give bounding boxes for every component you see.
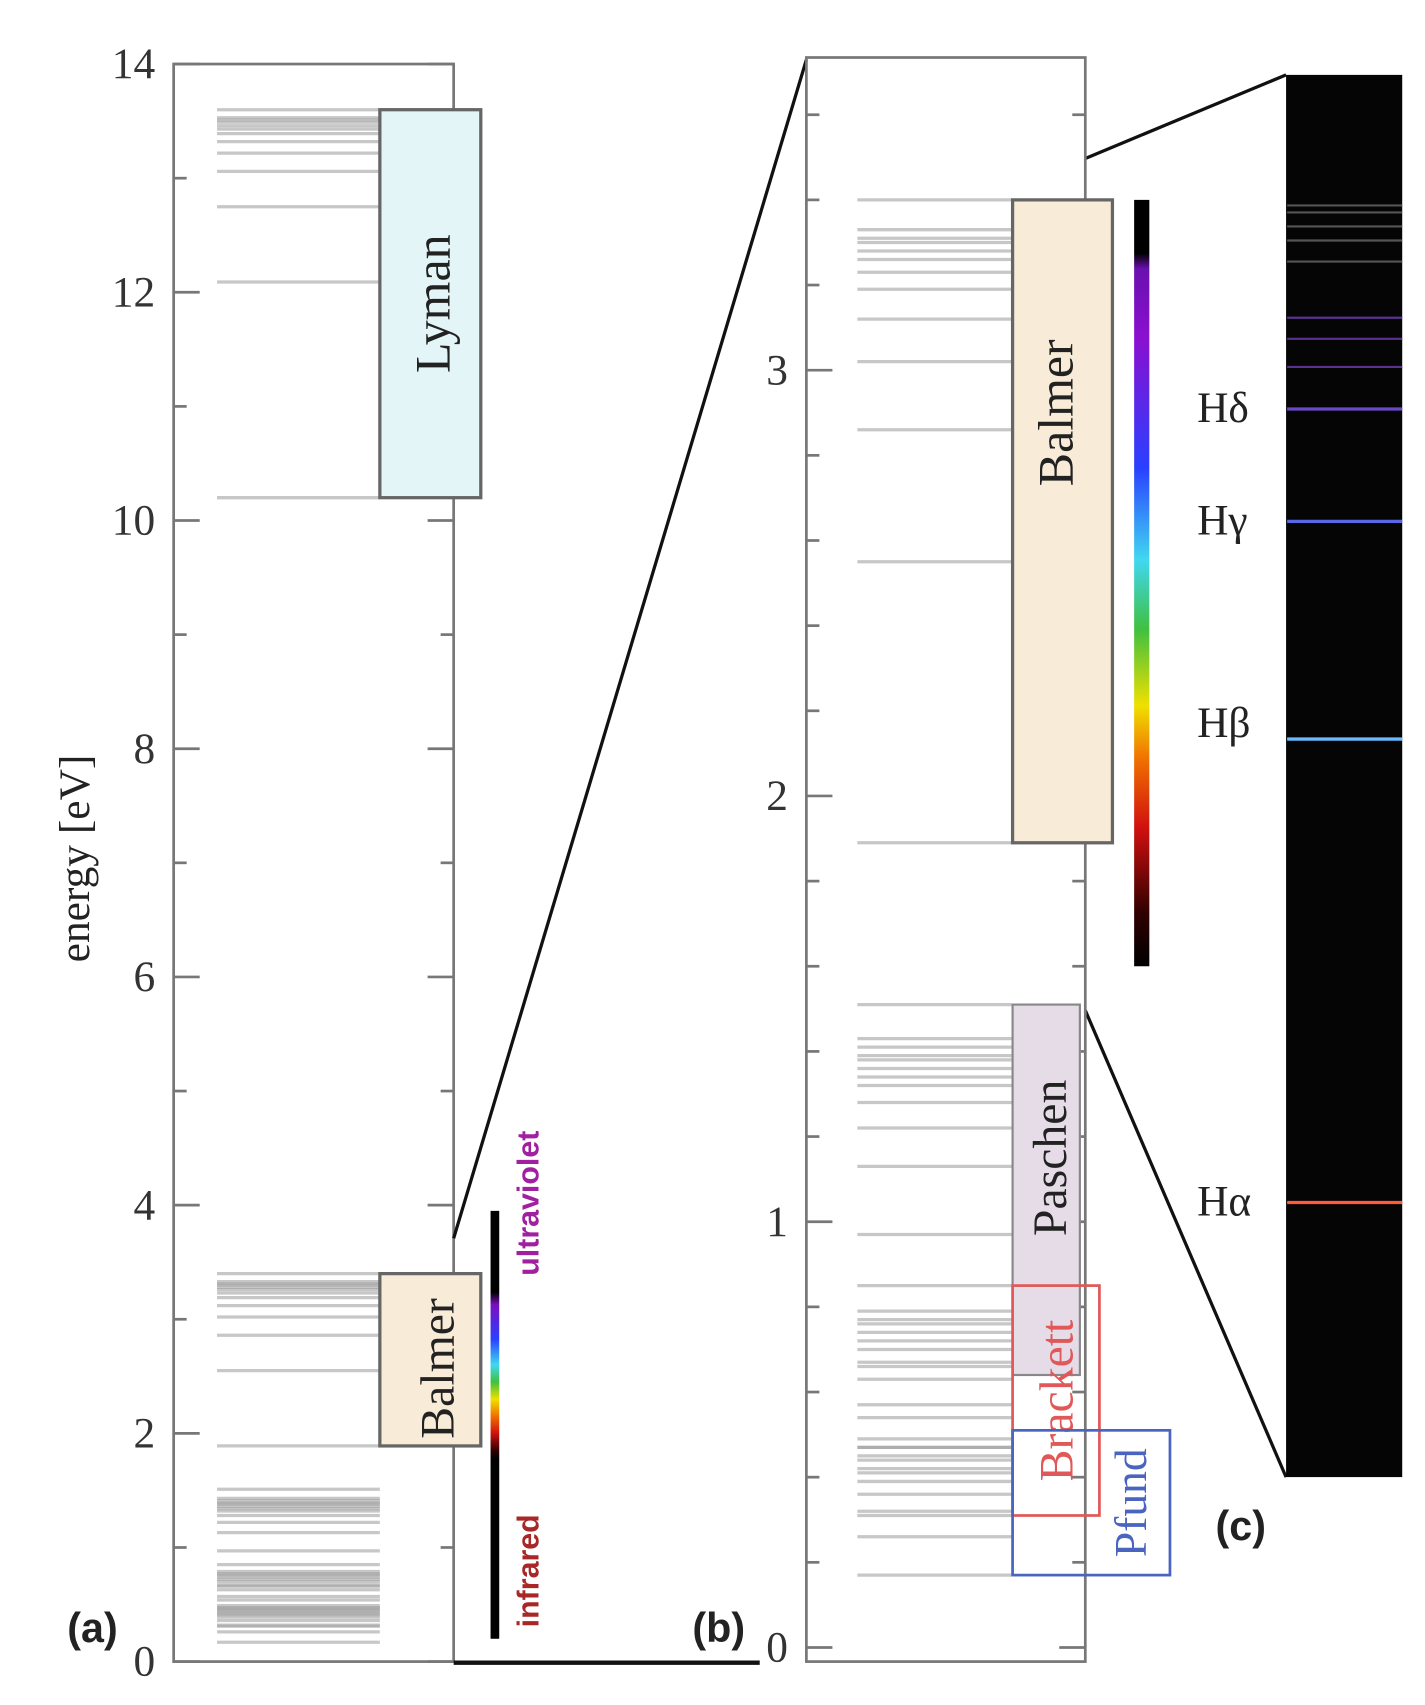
emission-line-label: Hδ: [1197, 384, 1249, 432]
zoom-connectors: [452, 59, 1288, 1665]
panel-c: Hα Hβ Hγ Hδ (c): [1197, 74, 1403, 1549]
y-tick-label: 2: [766, 772, 788, 820]
panel-c-label: (c): [1216, 1503, 1266, 1549]
emission-line-label: Hγ: [1197, 496, 1248, 544]
infrared-label: infrared: [511, 1514, 545, 1627]
lyman-label-a: Lyman: [405, 234, 460, 373]
y-tick-label: 3: [766, 346, 788, 394]
panel-a-energy-levels: [217, 108, 380, 1644]
y-tick-label: 2: [133, 1409, 155, 1457]
ultraviolet-label: ultraviolet: [511, 1131, 545, 1276]
y-tick-label: 6: [133, 953, 155, 1001]
panel-b-axes-frame: [805, 56, 1087, 1663]
zoom-line-a-b-top: [452, 59, 808, 1239]
emission-line-label: Hα: [1197, 1178, 1251, 1226]
zoom-line-b-c-top: [1084, 73, 1287, 160]
emission-lines: [1287, 204, 1403, 1207]
panel-b-ticks: 0 1 2 3: [766, 113, 1086, 1672]
visible-spectrum-bar-a: [490, 1210, 500, 1639]
visible-spectrum-bar-b: [1134, 199, 1150, 967]
panel-a: 0 2 4 6 8 10 12 14 energy [eV] Lyman Balmer ult…: [51, 40, 545, 1686]
balmer-box-b: [1010, 198, 1115, 845]
y-tick-label: 10: [112, 497, 155, 545]
panel-a-label: (a): [67, 1605, 117, 1651]
y-tick-label: 4: [133, 1181, 155, 1229]
panel-a-ylabel: energy [eV]: [51, 755, 99, 963]
y-tick-label: 8: [133, 725, 155, 773]
zoom-line-b-c-bottom: [1083, 1009, 1288, 1478]
y-tick-label: 14: [112, 40, 156, 88]
y-tick-label: 12: [112, 268, 155, 316]
panel-a-ticks: 0 2 4 6 8 10 12 14: [112, 40, 454, 1686]
panel-b: 0 1 2 3 Balmer Paschen Brackett Pfund (b): [692, 56, 1172, 1672]
brackett-box: [1011, 1284, 1101, 1517]
emission-spectrum-image: [1286, 74, 1403, 1478]
pfund-box: [1011, 1428, 1172, 1577]
lyman-box-a: [378, 108, 483, 500]
pfund-label: Pfund: [1105, 1448, 1156, 1557]
y-tick-label: 1: [766, 1198, 788, 1246]
y-tick-label: 0: [766, 1624, 788, 1672]
emission-line-labels: Hα Hβ Hγ Hδ: [1197, 384, 1251, 1225]
y-tick-label: 0: [133, 1638, 155, 1686]
panel-b-label: (b): [692, 1605, 745, 1651]
brackett-label: Brackett: [1030, 1320, 1083, 1482]
balmer-label-b: Balmer: [1028, 339, 1083, 486]
balmer-box-a: [378, 1271, 483, 1448]
balmer-label-a: Balmer: [412, 1298, 465, 1439]
paschen-box: [1011, 1003, 1081, 1377]
paschen-label: Paschen: [1024, 1080, 1077, 1237]
panel-b-energy-levels: [857, 198, 1012, 1577]
emission-line-label: Hβ: [1197, 699, 1250, 747]
